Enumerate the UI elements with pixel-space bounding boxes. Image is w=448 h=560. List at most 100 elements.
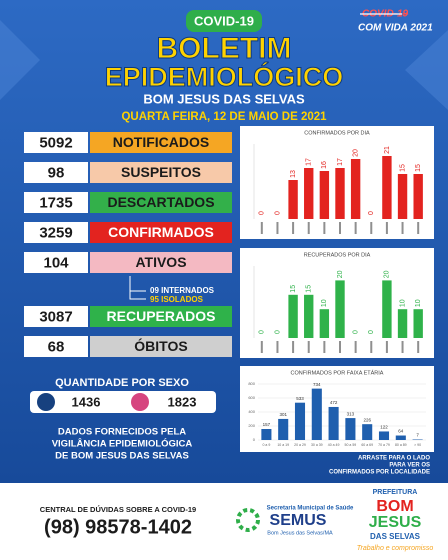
value-label: 122	[380, 425, 388, 430]
value-label: 10	[415, 299, 422, 307]
x-tick-label: 30 a 39	[311, 443, 323, 447]
y-tick-label: 800	[248, 381, 255, 386]
bar	[328, 406, 339, 440]
stat-number: 5092	[39, 134, 72, 151]
x-label-placeholder	[370, 222, 373, 234]
value-label: 20	[337, 270, 344, 278]
title: BOLETIM	[157, 32, 292, 65]
value-label: 15	[399, 164, 406, 172]
bar	[335, 280, 345, 338]
swipe-note: CONFIRMADOS POR LOCALIDADE	[329, 470, 430, 476]
value-label: 21	[384, 146, 391, 154]
value-label: 20	[352, 149, 359, 157]
value-label: 157	[263, 422, 271, 427]
source: DADOS FORNECIDOS PELA	[58, 427, 186, 438]
swipe-note: ARRASTE PARA O LADO	[358, 456, 430, 462]
x-label-placeholder	[339, 222, 341, 234]
value-label: 0	[368, 211, 375, 215]
detail: 09 INTERNADOS	[150, 286, 215, 295]
pref-motto: Trabalho e compromisso	[357, 545, 434, 552]
stat-label-box	[90, 222, 232, 243]
value-label: 0	[352, 330, 359, 334]
x-label-placeholder	[323, 222, 326, 234]
stat-number: 104	[43, 254, 69, 271]
value-label: 20	[384, 270, 391, 278]
pref-bom: BOM	[376, 498, 413, 515]
x-label-placeholder	[260, 341, 263, 353]
bar	[350, 159, 361, 219]
bar	[304, 294, 314, 338]
bar	[382, 280, 392, 338]
x-tick-label: 20 a 29	[294, 443, 306, 447]
connector	[129, 276, 146, 300]
stat-label: RECUPERADOS	[107, 308, 216, 324]
bar	[288, 180, 298, 219]
bar	[311, 388, 322, 440]
source: VIGILÂNCIA EPIDEMIOLÓGICA	[52, 438, 193, 450]
stat-number-box	[24, 306, 88, 327]
value-label: 17	[306, 158, 313, 166]
bar	[319, 309, 330, 338]
value-label: 0	[259, 211, 266, 215]
x-label-placeholder	[385, 341, 388, 353]
pref: PREFEITURA	[373, 489, 418, 496]
bar	[278, 418, 289, 440]
stat-number: 1735	[39, 194, 72, 211]
stat-label-box	[90, 306, 232, 327]
value-label: 17	[337, 158, 344, 166]
x-tick-label: 0 a 9	[263, 443, 271, 447]
stat-label: CONFIRMADOS	[108, 224, 214, 240]
x-label-placeholder	[401, 341, 404, 353]
x-label-placeholder	[276, 222, 279, 234]
value-label: 313	[347, 411, 355, 416]
stat-label: NOTIFICADOS	[113, 134, 209, 150]
x-label-placeholder	[307, 222, 310, 234]
value-label: 0	[274, 330, 281, 334]
stat-label: SUSPEITOS	[121, 164, 201, 180]
x-label-placeholder	[276, 341, 279, 353]
stat-number-box	[24, 336, 88, 357]
value-label: 0	[259, 330, 266, 334]
value-label: 15	[290, 285, 297, 293]
y-tick-label: 200	[248, 423, 255, 428]
bar	[294, 402, 306, 440]
x-label-placeholder	[370, 341, 373, 353]
stat-number-box	[24, 252, 88, 273]
swipe-note: PARA VER OS	[389, 463, 430, 469]
bar	[378, 431, 390, 440]
female-count: 1823	[168, 394, 197, 409]
bar	[319, 171, 330, 219]
value-label: 64	[398, 429, 404, 434]
x-label-placeholder	[401, 222, 404, 234]
value-label: 734	[313, 382, 321, 387]
stat-label-box	[90, 252, 232, 273]
value-label: 10	[399, 299, 406, 307]
bar	[397, 174, 408, 219]
semus-sub: Bom Jesus das Selvas/MA	[267, 530, 333, 536]
bar	[395, 435, 406, 440]
semus: SEMUS	[270, 512, 327, 529]
x-label-placeholder	[260, 222, 263, 234]
value-label: 533	[296, 396, 304, 401]
stat-number-box	[24, 192, 88, 213]
x-label-placeholder	[292, 341, 295, 353]
pref-jesus: JESUS	[369, 514, 422, 531]
bar	[382, 156, 392, 219]
value-label: 226	[363, 417, 371, 422]
bar	[413, 174, 423, 219]
badge-text: COVID-19	[194, 13, 254, 28]
stat-label: ATIVOS	[135, 254, 186, 270]
stat-label-box	[90, 336, 232, 357]
stat-label-box	[90, 162, 232, 183]
title: EPIDEMIOLÓGICO	[105, 61, 344, 92]
value-label: 0	[274, 211, 281, 215]
footer	[0, 483, 448, 560]
value-label: 472	[330, 400, 338, 405]
badge	[186, 10, 262, 32]
x-tick-label: 50 a 59	[345, 443, 357, 447]
stat-number: 3259	[39, 224, 72, 241]
stat-label-box	[90, 132, 232, 153]
stat-number-box	[24, 222, 88, 243]
x-label-placeholder	[307, 341, 310, 353]
